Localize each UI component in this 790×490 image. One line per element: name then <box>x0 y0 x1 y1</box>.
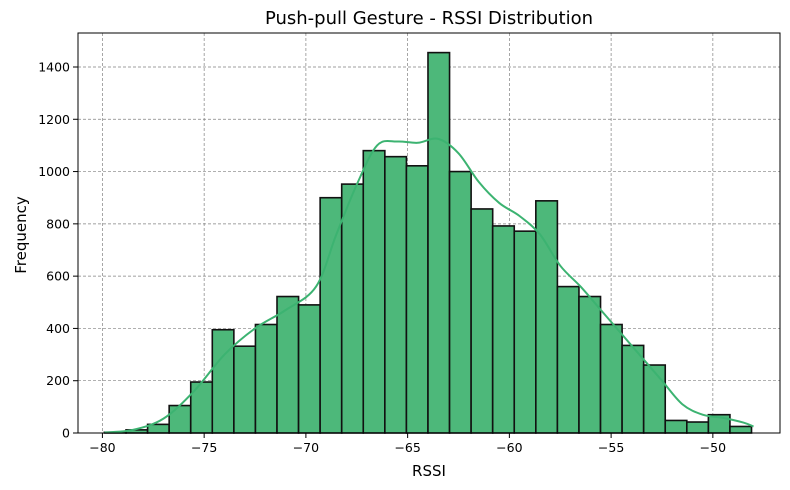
y-tick-label: 400 <box>46 321 70 336</box>
kde-line <box>104 137 754 434</box>
y-axis-ticks: 0 200 400 600 800 1000 1200 1400 <box>38 59 78 441</box>
chart-title: Push-pull Gesture - RSSI Distribution <box>265 8 593 29</box>
histogram-bar <box>340 183 365 434</box>
x-tick-label: −70 <box>293 440 319 455</box>
histogram-bar <box>621 344 645 434</box>
histogram-bar <box>168 404 192 434</box>
histogram-bar <box>686 421 710 434</box>
x-tick-label: −80 <box>89 440 115 455</box>
histogram-bar <box>362 149 386 434</box>
kde-curve <box>104 137 754 434</box>
histogram-bar <box>211 328 235 434</box>
y-axis-label: Frequency <box>12 196 30 274</box>
y-tick-label: 600 <box>46 269 70 284</box>
y-tick-label: 1000 <box>38 164 70 179</box>
histogram-bar <box>254 323 278 434</box>
histogram-bar <box>427 51 451 434</box>
x-axis-label: RSSI <box>412 462 446 480</box>
histogram-bar <box>491 225 516 434</box>
histogram-bar <box>189 381 214 434</box>
histogram-bar <box>578 295 602 434</box>
histogram-bar <box>556 285 580 434</box>
y-tick-label: 800 <box>46 216 70 231</box>
y-tick-label: 200 <box>46 373 70 388</box>
y-tick-label: 1200 <box>38 112 70 127</box>
histogram-bar <box>405 165 429 434</box>
histogram-bar <box>642 364 667 434</box>
histogram-bar <box>448 170 472 434</box>
histogram-bar <box>470 208 494 434</box>
histogram-bars <box>103 51 753 434</box>
y-tick-label: 0 <box>62 426 70 441</box>
histogram-bar <box>276 295 300 434</box>
y-tick-label: 1400 <box>38 59 70 74</box>
histogram-bar <box>599 323 623 434</box>
x-tick-label: −55 <box>598 440 624 455</box>
histogram-bar <box>384 155 408 434</box>
histogram-bar <box>233 345 257 434</box>
x-axis-ticks: −80 −75 −70 −65 −60 −55 −50 <box>89 433 726 455</box>
x-tick-label: −60 <box>496 440 522 455</box>
histogram-bar <box>535 200 559 434</box>
histogram-bar <box>319 196 343 434</box>
histogram-bar <box>297 304 321 434</box>
histogram-bar <box>513 230 537 434</box>
x-tick-label: −50 <box>700 440 726 455</box>
plot-frame <box>77 32 781 434</box>
histogram-bar <box>664 419 688 434</box>
x-tick-label: −65 <box>394 440 420 455</box>
x-tick-label: −75 <box>191 440 217 455</box>
histogram-bar <box>729 425 753 434</box>
